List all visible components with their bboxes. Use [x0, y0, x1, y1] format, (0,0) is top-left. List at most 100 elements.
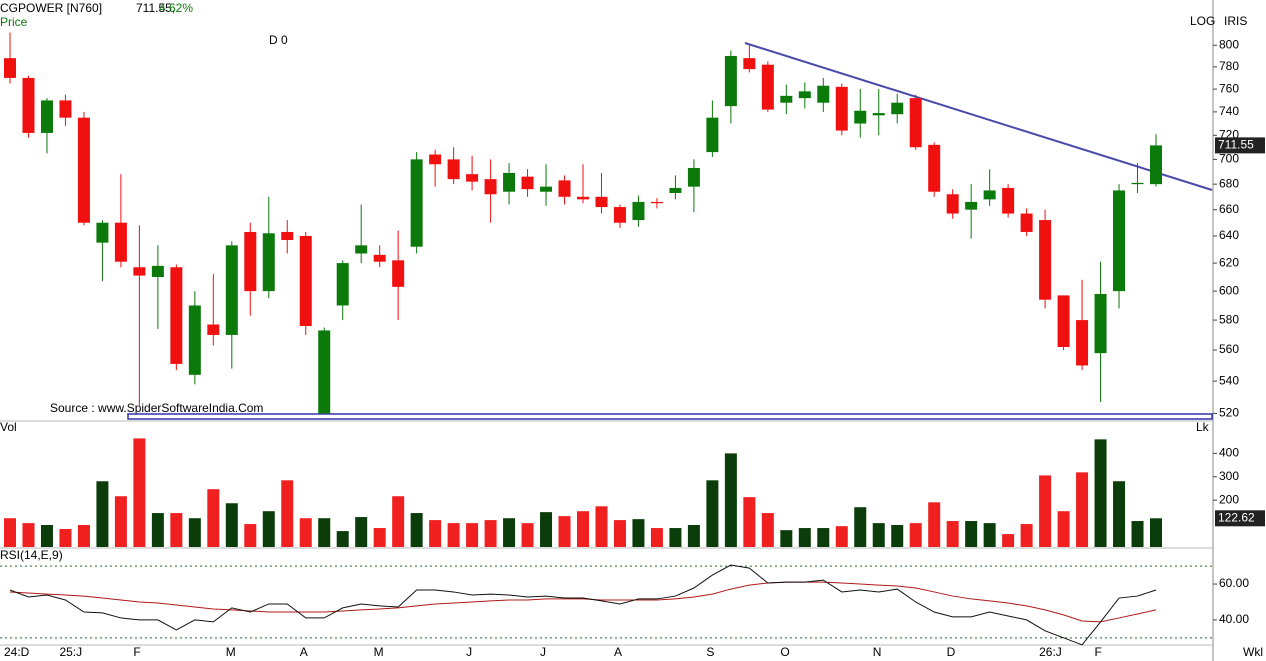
volume-bar: [355, 517, 368, 547]
volume-bar: [1076, 472, 1089, 547]
volume-bar: [244, 524, 257, 547]
volume-bar: [540, 512, 553, 547]
y-tick-label: 560: [1219, 342, 1239, 356]
source: Source : www.SpiderSoftwareIndia.Com: [50, 401, 263, 415]
y-tick-label: 40.00: [1219, 612, 1249, 626]
volume-bar: [872, 523, 885, 547]
candle-body: [207, 324, 220, 335]
volume-bar: [835, 526, 848, 547]
pane-label: Price: [0, 15, 28, 29]
x-tick-label: 25:J: [59, 645, 82, 659]
x-tick-label: 26:J: [1039, 645, 1062, 659]
volume-bar: [613, 520, 626, 547]
candle-body: [577, 196, 589, 200]
candle-body: [318, 330, 331, 414]
candle-body: [632, 201, 645, 221]
x-tick-label: J: [466, 645, 472, 659]
y-tick-label: 640: [1219, 228, 1239, 242]
candle-body: [484, 179, 497, 195]
volume-bar: [798, 528, 811, 547]
y-tick-label: 760: [1219, 81, 1239, 95]
corner-label: Lk: [1196, 420, 1210, 434]
candle-body: [1002, 187, 1015, 214]
candle-body: [817, 85, 830, 103]
candle-body: [4, 58, 16, 78]
volume-bar: [1039, 475, 1052, 547]
volume-bar: [577, 511, 589, 547]
volume-bar: [262, 511, 275, 547]
y-tick-label: 520: [1219, 406, 1239, 420]
y-tick-label: 620: [1219, 255, 1239, 269]
y-tick-label: 740: [1219, 104, 1239, 118]
candle-body: [891, 102, 904, 115]
y-tick-label: 780: [1219, 59, 1239, 73]
y-tick-label: 400: [1219, 446, 1239, 460]
scale-label: IRIS: [1224, 14, 1247, 28]
volume-bar: [447, 523, 460, 547]
y-tick-label: 60.00: [1219, 576, 1249, 590]
candle-body: [613, 207, 626, 223]
volume-bar: [687, 525, 700, 547]
volume-bar: [392, 496, 405, 547]
candle-body: [965, 201, 978, 210]
candle-body: [336, 263, 349, 306]
volume-bar: [133, 438, 146, 547]
x-tick-label: F: [133, 645, 140, 659]
volume-bar: [1002, 534, 1015, 547]
y-tick-label: 600: [1219, 283, 1239, 297]
scale-label: LOG: [1190, 14, 1215, 28]
candle-body: [706, 117, 719, 153]
x-tick-label: S: [706, 645, 714, 659]
volume-bar: [1094, 439, 1107, 547]
candle-body: [170, 267, 183, 364]
candle-body: [835, 86, 848, 131]
candle-body: [1020, 213, 1033, 232]
candle-body: [1039, 220, 1052, 300]
last-value-box: [1215, 137, 1265, 154]
candle-body: [225, 245, 238, 335]
volume-bar: [928, 502, 941, 547]
y-tick-label: 700: [1219, 152, 1239, 166]
symbol: CGPOWER [N760]: [0, 1, 102, 15]
period: Wkl: [1243, 645, 1263, 659]
candle-body: [429, 154, 442, 165]
candle-body: [503, 172, 516, 192]
volume-bar: [96, 481, 109, 547]
volume-bar: [410, 513, 423, 547]
volume-bar: [965, 521, 978, 547]
volume-bar: [521, 523, 534, 547]
candle-body: [983, 190, 996, 200]
candle-body: [1150, 145, 1162, 185]
volume-bar: [1020, 524, 1033, 547]
candle-body: [761, 64, 774, 110]
quote: 711.55,: [136, 1, 175, 15]
candle-body: [96, 222, 109, 243]
y-tick-label: 580: [1219, 312, 1239, 326]
candle-body: [946, 194, 959, 214]
volume-bar: [225, 503, 238, 547]
candle-body: [373, 254, 386, 262]
rsi-line: [9, 564, 1157, 646]
volume-bar: [484, 520, 497, 547]
candle-body: [540, 186, 553, 192]
volume-bar: [669, 528, 682, 547]
candle-body: [743, 58, 756, 70]
y-tick-label: 660: [1219, 202, 1239, 216]
volume-bar: [724, 453, 737, 547]
candle-body: [133, 267, 146, 276]
candle-body: [521, 176, 534, 190]
volume-bar: [743, 497, 756, 547]
volume-bar: [151, 513, 164, 547]
volume-bar: [336, 531, 349, 547]
candle-body: [151, 265, 164, 277]
volume-bar: [299, 518, 312, 547]
y-tick-label: 800: [1219, 37, 1239, 51]
volume-bar: [466, 523, 479, 547]
volume-bar: [1131, 521, 1144, 547]
x-tick-label: M: [226, 645, 236, 659]
x-tick-label: O: [780, 645, 789, 659]
candle-body: [77, 117, 90, 223]
candle-body: [1094, 293, 1107, 354]
candle-body: [854, 110, 867, 124]
